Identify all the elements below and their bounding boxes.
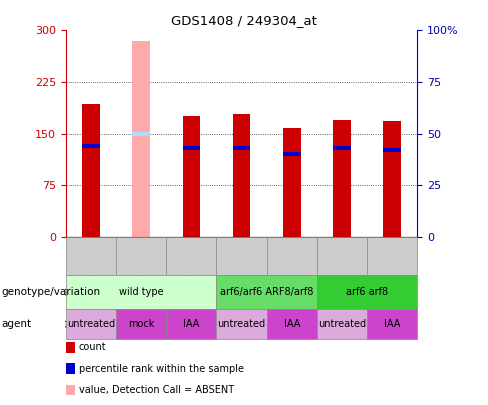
Text: untreated: untreated (318, 319, 366, 329)
Bar (384, 148, 401, 152)
Bar (82, 104, 100, 237)
Text: value, Detection Call = ABSENT: value, Detection Call = ABSENT (79, 385, 234, 394)
Text: untreated: untreated (67, 319, 115, 329)
Text: IAA: IAA (384, 319, 400, 329)
Text: wild type: wild type (119, 287, 163, 297)
Text: genotype/variation: genotype/variation (1, 287, 100, 297)
Bar (283, 152, 301, 156)
Bar (82, 144, 100, 148)
Text: IAA: IAA (183, 319, 200, 329)
Bar (283, 128, 301, 237)
Bar (183, 117, 200, 237)
Bar (233, 146, 250, 150)
Text: IAA: IAA (284, 319, 300, 329)
Bar (333, 120, 351, 237)
Text: untreated: untreated (218, 319, 265, 329)
Bar (233, 114, 250, 237)
Text: mock: mock (128, 319, 154, 329)
Text: count: count (79, 343, 106, 352)
Text: agent: agent (1, 319, 31, 329)
Bar (384, 121, 401, 237)
Bar (333, 146, 351, 150)
Text: arf6 arf8: arf6 arf8 (346, 287, 388, 297)
Text: percentile rank within the sample: percentile rank within the sample (79, 364, 244, 373)
Text: GDS1408 / 249304_at: GDS1408 / 249304_at (171, 14, 317, 27)
Bar (132, 41, 150, 237)
Bar (132, 132, 150, 136)
Text: arf6/arf6 ARF8/arf8: arf6/arf6 ARF8/arf8 (220, 287, 313, 297)
Bar (183, 146, 200, 150)
